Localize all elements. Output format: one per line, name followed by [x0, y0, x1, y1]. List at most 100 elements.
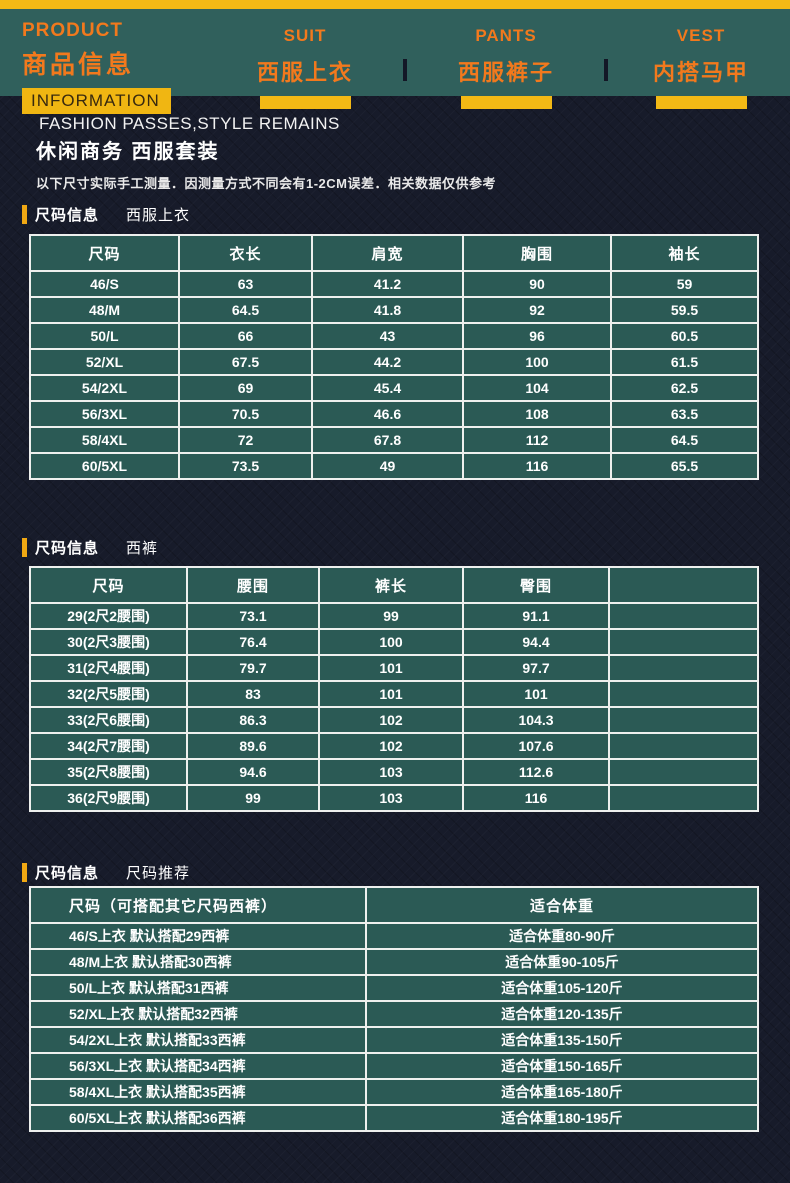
table-cell: 112 [462, 426, 612, 454]
table-header-row: 尺码（可搭配其它尺码西裤） 适合体重 [29, 886, 759, 924]
table-cell: 61.5 [610, 348, 759, 376]
brand-block: PRODUCT 商品信息 INFORMATION [22, 20, 171, 114]
table-cell: 适合体重165-180斤 [365, 1078, 759, 1106]
table-cell: 33(2尺6腰围) [29, 706, 188, 734]
table-cell: 59 [610, 270, 759, 298]
table-cell: 101 [318, 680, 464, 708]
table-cell: 30(2尺3腰围) [29, 628, 188, 656]
tab-suit-underline [259, 96, 351, 109]
tab-divider [604, 59, 608, 81]
column-header: 袖长 [610, 234, 759, 272]
table-cell: 适合体重90-105斤 [365, 948, 759, 976]
table-cell: 60/5XL上衣 默认搭配36西裤 [29, 1104, 367, 1132]
size-recommend-table: 尺码（可搭配其它尺码西裤） 适合体重 46/S上衣 默认搭配29西裤 适合体重80-9… [29, 886, 759, 1132]
table-cell: 适合体重80-90斤 [365, 922, 759, 950]
table-row: 48/M 64.5 41.8 92 59.5 [29, 296, 759, 324]
table-cell: 32(2尺5腰围) [29, 680, 188, 708]
table-cell: 48/M上衣 默认搭配30西裤 [29, 948, 367, 976]
table-cell: 91.1 [462, 602, 610, 630]
table-header-row: 尺码 腰围 裤长 臀围 [29, 566, 759, 604]
table-row: 60/5XL上衣 默认搭配36西裤 适合体重180-195斤 [29, 1104, 759, 1132]
table-cell: 73.1 [186, 602, 320, 630]
tab-vest[interactable]: VEST 内搭马甲 [636, 26, 766, 109]
table-cell: 65.5 [610, 452, 759, 480]
table-cell: 43 [311, 322, 464, 350]
column-header: 肩宽 [311, 234, 464, 272]
tab-suit-en-label: SUIT [283, 26, 327, 45]
table-cell: 36(2尺9腰围) [29, 784, 188, 812]
table-cell: 116 [462, 784, 610, 812]
table-cell: 102 [318, 732, 464, 760]
table-row: 52/XL上衣 默认搭配32西裤 适合体重120-135斤 [29, 1000, 759, 1028]
table-cell: 44.2 [311, 348, 464, 376]
table-cell: 54/2XL上衣 默认搭配33西裤 [29, 1026, 367, 1054]
table-row: 46/S上衣 默认搭配29西裤 适合体重80-90斤 [29, 922, 759, 950]
table-row: 50/L 66 43 96 60.5 [29, 322, 759, 350]
table-row: 32(2尺5腰围) 83 101 101 [29, 680, 759, 708]
section-label: 尺码信息 [35, 865, 100, 882]
table-cell: 67.8 [311, 426, 464, 454]
table-cell: 48/M [29, 296, 180, 324]
table-cell: 94.4 [462, 628, 610, 656]
section-sub-label: 尺码推荐 [126, 865, 191, 882]
tab-pants-en-label: PANTS [475, 26, 537, 45]
table-cell: 103 [318, 784, 464, 812]
table-cell: 69 [178, 374, 313, 402]
tab-pants[interactable]: PANTS 西服裤子 [441, 26, 571, 109]
table-cell: 76.4 [186, 628, 320, 656]
table-cell: 104 [462, 374, 612, 402]
table-cell: 60.5 [610, 322, 759, 350]
pants-size-table: 尺码 腰围 裤长 臀围 29(2尺2腰围) 73.1 99 91.1 30(2尺3腰围) 76.4… [29, 566, 759, 812]
column-header: 衣长 [178, 234, 313, 272]
table-cell: 41.2 [311, 270, 464, 298]
table-cell: 90 [462, 270, 612, 298]
table-cell: 92 [462, 296, 612, 324]
top-accent-strip [0, 0, 790, 9]
column-header [608, 566, 759, 604]
table-cell: 54/2XL [29, 374, 180, 402]
table-cell: 100 [462, 348, 612, 376]
table-cell: 50/L上衣 默认搭配31西裤 [29, 974, 367, 1002]
table-cell: 适合体重150-165斤 [365, 1052, 759, 1080]
table-cell: 46.6 [311, 400, 464, 428]
table-cell [608, 784, 759, 812]
table-row: 35(2尺8腰围) 94.6 103 112.6 [29, 758, 759, 786]
brand-title-cn: 商品信息 [22, 51, 135, 79]
table-cell [608, 628, 759, 656]
table-cell: 62.5 [610, 374, 759, 402]
brand-subtitle-badge: INFORMATION [22, 88, 171, 114]
table-cell: 52/XL [29, 348, 180, 376]
table-cell: 99 [318, 602, 464, 630]
table-cell: 适合体重180-195斤 [365, 1104, 759, 1132]
tab-pants-cn-label: 西服裤子 [457, 60, 554, 85]
table-cell: 34(2尺7腰围) [29, 732, 188, 760]
table-cell [608, 654, 759, 682]
table-row: 58/4XL上衣 默认搭配35西裤 适合体重165-180斤 [29, 1078, 759, 1106]
tab-suit[interactable]: SUIT 西服上衣 [240, 26, 370, 109]
table-cell: 56/3XL [29, 400, 180, 428]
section-head-pants: 尺码信息 西裤 [22, 537, 158, 558]
section-accent-bar [22, 863, 27, 882]
table-row: 46/S 63 41.2 90 59 [29, 270, 759, 298]
table-cell: 29(2尺2腰围) [29, 602, 188, 630]
table-cell [608, 758, 759, 786]
tagline-cn: 休闲商务 西服套装 [36, 141, 220, 163]
section-label: 尺码信息 [35, 207, 100, 224]
table-cell: 104.3 [462, 706, 610, 734]
table-cell: 45.4 [311, 374, 464, 402]
table-cell: 103 [318, 758, 464, 786]
tab-divider [403, 59, 407, 81]
table-cell: 83 [186, 680, 320, 708]
table-cell: 59.5 [610, 296, 759, 324]
table-cell: 73.5 [178, 452, 313, 480]
table-cell [608, 680, 759, 708]
table-cell: 46/S [29, 270, 180, 298]
table-cell: 66 [178, 322, 313, 350]
table-cell: 58/4XL上衣 默认搭配35西裤 [29, 1078, 367, 1106]
section-accent-bar [22, 538, 27, 557]
header: PRODUCT 商品信息 INFORMATION SUIT 西服上衣 PANTS… [0, 9, 790, 114]
tab-pants-underline [460, 96, 552, 109]
table-cell: 101 [462, 680, 610, 708]
table-cell: 70.5 [178, 400, 313, 428]
